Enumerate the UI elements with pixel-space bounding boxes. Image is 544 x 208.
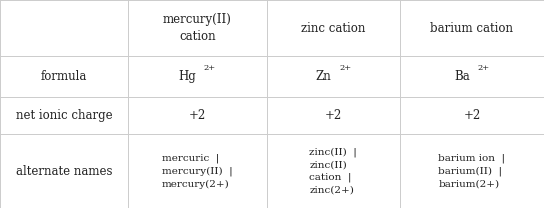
Text: +2: +2	[189, 109, 206, 122]
Text: +2: +2	[325, 109, 342, 122]
Text: barium ion  |
barium(II)  |
barium(2+): barium ion | barium(II) | barium(2+)	[438, 154, 505, 189]
Text: formula: formula	[41, 70, 87, 83]
Text: net ionic charge: net ionic charge	[16, 109, 112, 122]
Text: mercury(II)
cation: mercury(II) cation	[163, 13, 232, 43]
Text: 2+: 2+	[478, 64, 490, 72]
Text: barium cation: barium cation	[430, 22, 514, 35]
Text: 2+: 2+	[339, 64, 351, 72]
Text: Zn: Zn	[316, 70, 331, 83]
Text: Hg: Hg	[178, 70, 196, 83]
Text: +2: +2	[463, 109, 480, 122]
Text: mercuric  |
mercury(II)  |
mercury(2+): mercuric | mercury(II) | mercury(2+)	[162, 153, 233, 189]
Text: zinc cation: zinc cation	[301, 22, 366, 35]
Text: zinc(II)  |
zinc(II)
cation  |
zinc(2+): zinc(II) | zinc(II) cation | zinc(2+)	[309, 147, 357, 195]
Text: 2+: 2+	[203, 64, 215, 72]
Text: alternate names: alternate names	[16, 165, 112, 178]
Text: Ba: Ba	[454, 70, 470, 83]
